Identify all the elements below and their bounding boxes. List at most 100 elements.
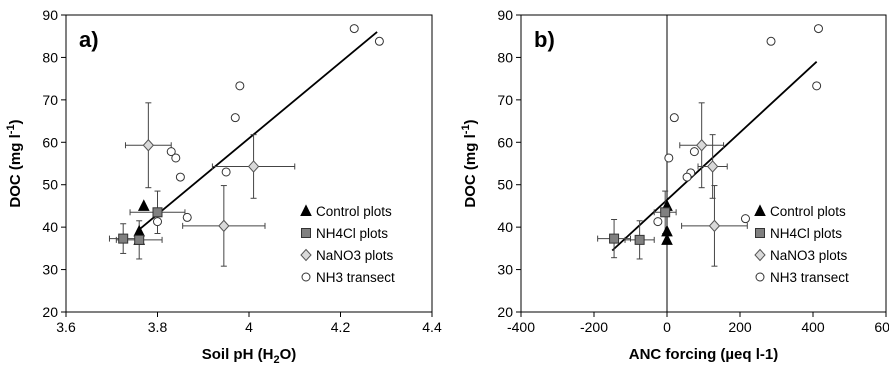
series-circle [653, 24, 823, 227]
y-tick-label: 40 [42, 219, 58, 235]
data-point [634, 234, 645, 245]
y-tick-label: 80 [42, 49, 58, 65]
y-axis-label-end: ) [462, 119, 479, 124]
data-point [134, 234, 145, 245]
x-tick-label: -200 [580, 319, 608, 335]
y-axis-label: DOC (mg l-1) [5, 119, 24, 207]
x-axis-label-sub: 2 [273, 354, 279, 366]
y-tick-label: 20 [497, 304, 513, 320]
data-point [812, 81, 822, 91]
legend-marker [755, 228, 765, 238]
series-square [609, 207, 671, 245]
data-point [182, 212, 192, 222]
x-tick-label: 600 [874, 319, 889, 335]
data-point [221, 167, 231, 177]
data-point [740, 214, 750, 224]
data-point [247, 160, 260, 173]
data-point [661, 233, 673, 245]
y-tick-label: 40 [497, 219, 513, 235]
y-tick-label: 90 [42, 7, 58, 23]
plot-frame [65, 14, 433, 313]
y-tick-label: 20 [42, 304, 58, 320]
legend-marker [754, 204, 766, 216]
data-point [653, 217, 663, 227]
legend-label: NaNO3 plots [770, 248, 848, 263]
data-point [142, 139, 155, 152]
data-point [218, 219, 230, 233]
series-diamond [142, 139, 260, 233]
data-point [171, 153, 181, 163]
x-tick-label: -400 [507, 319, 535, 335]
legend-label: NH4Cl plots [316, 226, 388, 241]
y-tick-label: 60 [497, 134, 513, 150]
data-point [152, 207, 163, 218]
y-axis-label-main: DOC (mg l [462, 134, 479, 207]
x-tick-label: 4 [245, 319, 253, 335]
data-point [118, 233, 129, 244]
y-axis-label-main: DOC (mg l [7, 134, 24, 207]
data-point [682, 172, 692, 182]
legend-marker [301, 228, 311, 238]
y-tick-label: 30 [497, 262, 513, 278]
x-tick-label: 200 [728, 319, 752, 335]
y-axis-label-end: ) [7, 119, 24, 124]
data-point [689, 147, 699, 157]
x-axis-label-end: O) [280, 346, 297, 363]
data-point [166, 147, 176, 157]
legend-label: NH3 transect [770, 270, 849, 285]
data-point [706, 160, 719, 173]
panel-label: a) [79, 27, 99, 52]
y-tick-label: 90 [497, 7, 513, 23]
y-tick-label: 70 [42, 92, 58, 108]
data-point [349, 24, 359, 34]
legend-marker [300, 248, 312, 262]
data-point [708, 219, 721, 233]
y-axis-label-sup: -1 [460, 124, 472, 134]
data-point [609, 233, 620, 244]
data-point [695, 139, 708, 152]
series-diamond [695, 139, 721, 233]
panel-a: 20 30 40 50 60 70 80 90 3.6 3.8 4 4.2 4.4 Soil pH (H2… [5, 7, 442, 366]
legend: Control plots NH4Cl plots NaNO3 plots NH3 t… [754, 204, 849, 285]
legend-label: NaNO3 plots [316, 248, 394, 263]
y-axis-label-sup: -1 [5, 124, 17, 134]
panel-b: 20 30 40 50 60 70 80 90 -400 -200 0 200 400 600 ANC fo… [460, 7, 889, 363]
trendline [611, 61, 818, 252]
legend-label: Control plots [316, 204, 392, 219]
data-point [137, 199, 150, 211]
legend-marker [754, 248, 766, 262]
data-point [230, 113, 240, 123]
y-tick-label: 60 [42, 134, 58, 150]
series-square [118, 207, 163, 245]
plot-frame [520, 14, 887, 313]
y-tick-label: 80 [497, 49, 513, 65]
x-tick-label: 3.6 [56, 319, 76, 335]
x-tick-label: 3.8 [148, 319, 168, 335]
x-tick-label: 4.2 [331, 319, 351, 335]
legend-marker [300, 204, 312, 216]
data-point [766, 36, 776, 46]
legend-label: NH3 transect [316, 270, 395, 285]
y-tick-label: 50 [497, 177, 513, 193]
data-point [664, 153, 674, 163]
y-tick-label: 50 [42, 177, 58, 193]
x-tick-label: 4.4 [422, 319, 442, 335]
x-axis-label-main: Soil pH (H [202, 346, 274, 363]
y-axis-label: DOC (mg l-1) [460, 119, 479, 207]
data-point [669, 113, 679, 123]
legend-marker [301, 272, 311, 282]
legend: Control plots NH4Cl plots NaNO3 plots NH3 t… [300, 204, 395, 285]
x-axis-label: Soil pH (H2O) [202, 346, 296, 366]
data-point [175, 172, 185, 182]
legend-label: Control plots [770, 204, 846, 219]
data-point [660, 207, 671, 218]
trendline [136, 31, 378, 233]
x-tick-label: 400 [801, 319, 825, 335]
legend-marker [755, 272, 765, 282]
y-tick-label: 70 [497, 92, 513, 108]
panel-label: b) [534, 27, 555, 52]
data-point [235, 81, 245, 91]
x-axis-label: ANC forcing (µeq l-1) [629, 346, 778, 363]
